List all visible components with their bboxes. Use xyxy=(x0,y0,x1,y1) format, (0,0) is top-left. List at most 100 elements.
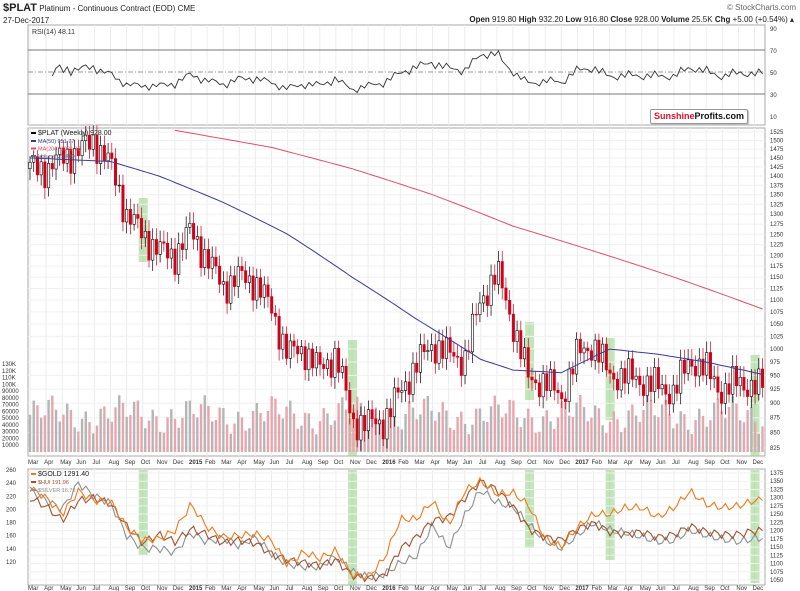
x-tick-label: 2016 xyxy=(382,460,396,466)
volume-bar xyxy=(155,416,158,452)
volume-tick-label: 50000 xyxy=(2,416,19,422)
chart-title: $PLAT Platinum - Continuous Contract (EO… xyxy=(3,2,195,14)
x-tick-label-bottom: Apr xyxy=(44,586,53,591)
candle-body xyxy=(738,376,742,387)
legend-swatch xyxy=(31,155,36,157)
candle-body xyxy=(708,352,712,380)
x-tick-label: Jun xyxy=(656,460,666,466)
price-tick-label: 975 xyxy=(770,360,781,366)
open-label: Open xyxy=(469,15,490,24)
volume-bar xyxy=(419,414,422,452)
candle-body xyxy=(303,346,307,371)
candle-body xyxy=(604,343,608,371)
volume-bar xyxy=(170,409,173,452)
x-tick-label: Dec xyxy=(753,460,764,466)
candle-body xyxy=(493,274,497,285)
volume-bar xyxy=(590,417,593,452)
volume-bar xyxy=(742,422,746,452)
volume-bar xyxy=(77,431,80,452)
volume-bar xyxy=(396,426,400,452)
volume-bar xyxy=(47,399,50,452)
candle-body xyxy=(664,384,668,395)
x-tick-label: May xyxy=(447,460,458,466)
candle-body xyxy=(679,359,683,394)
candle-body xyxy=(288,340,292,359)
candle-body xyxy=(415,362,419,373)
price-tick-label: 1200 xyxy=(770,253,784,259)
x-tick-label: Jul xyxy=(479,460,487,466)
candle-body xyxy=(132,214,136,225)
candle-body xyxy=(378,419,382,425)
candle-body xyxy=(749,379,753,397)
candle-body xyxy=(515,330,519,342)
candle-body xyxy=(731,366,735,395)
volume-bar xyxy=(672,428,675,452)
candle-body xyxy=(151,239,155,261)
x-tick-label: Mar xyxy=(28,460,38,466)
volume-bar xyxy=(456,416,459,452)
volume-bar xyxy=(724,418,727,452)
candle-body xyxy=(463,350,467,376)
x-tick-label-bottom: Sep xyxy=(125,586,136,591)
volume-bar xyxy=(452,430,456,452)
volume-bar xyxy=(701,415,705,452)
candle-body xyxy=(166,242,170,259)
volume-bar xyxy=(660,404,664,452)
x-tick-label-bottom: 2015 xyxy=(189,586,203,591)
x-tick-label: Oct xyxy=(334,460,344,466)
candle-body xyxy=(567,368,571,402)
left-tick-label: 120 xyxy=(6,560,17,566)
candle-body xyxy=(247,275,251,283)
candle-body xyxy=(727,383,731,395)
candle-body xyxy=(106,152,110,162)
lower-legend-item: $HUI 191.96 xyxy=(38,480,69,486)
series-line-hui xyxy=(29,479,763,583)
volume-bar xyxy=(39,417,43,452)
volume-bar xyxy=(508,399,511,452)
candle-body xyxy=(485,295,489,306)
x-tick-label: Jul xyxy=(672,460,680,466)
price-tick-label: 1050 xyxy=(770,322,784,328)
price-tick-label: 1525 xyxy=(770,130,784,136)
candle-body xyxy=(102,145,106,162)
candle-body xyxy=(259,277,263,298)
candle-body xyxy=(500,261,504,289)
sunshine-profits-logo[interactable]: SunshineProfits.com xyxy=(650,109,749,124)
volume-bar xyxy=(411,407,415,452)
volume-bar xyxy=(329,425,333,452)
series-line-silver xyxy=(29,481,763,581)
volume-bar xyxy=(177,427,180,452)
x-tick-label: Dec xyxy=(559,460,570,466)
x-tick-label: Aug xyxy=(495,460,506,466)
right-tick-label: 1050 xyxy=(770,578,784,584)
right-tick-label: 1275 xyxy=(770,504,784,510)
volume-tick-label: 120K xyxy=(2,369,16,375)
volume-bar xyxy=(493,395,496,452)
volume-bar xyxy=(646,395,649,452)
x-tick-label-bottom: Dec xyxy=(559,586,570,591)
candle-body xyxy=(523,347,527,360)
price-tick-label: 1000 xyxy=(770,347,784,353)
candle-body xyxy=(140,218,144,239)
volume-bar xyxy=(545,410,549,452)
volume-bar xyxy=(586,421,589,452)
candle-body xyxy=(734,366,738,387)
candle-body xyxy=(716,376,720,393)
candle-body xyxy=(478,302,482,315)
candle-body xyxy=(65,148,69,164)
volume-bar xyxy=(593,405,597,452)
candle-body xyxy=(534,379,538,384)
candle-body xyxy=(489,274,493,306)
candle-body xyxy=(32,156,36,163)
candle-body xyxy=(292,340,296,347)
x-tick-label: Sep xyxy=(318,460,329,466)
volume-bar xyxy=(378,420,381,452)
price-tick-label: 1375 xyxy=(770,183,784,189)
candle-body xyxy=(180,243,184,250)
candle-body xyxy=(143,230,147,239)
candle-body xyxy=(537,382,541,398)
volume-bar xyxy=(58,421,61,452)
candle-body xyxy=(177,243,181,275)
volume-bar xyxy=(270,396,273,452)
volume-bar xyxy=(735,403,738,452)
